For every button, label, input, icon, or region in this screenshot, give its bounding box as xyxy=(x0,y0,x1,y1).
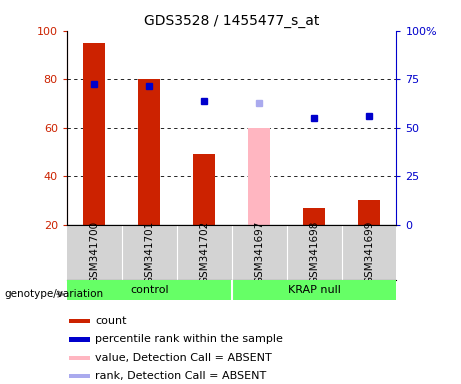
Bar xyxy=(138,79,160,225)
Text: rank, Detection Call = ABSENT: rank, Detection Call = ABSENT xyxy=(95,371,266,381)
Title: GDS3528 / 1455477_s_at: GDS3528 / 1455477_s_at xyxy=(144,14,319,28)
Text: value, Detection Call = ABSENT: value, Detection Call = ABSENT xyxy=(95,353,272,363)
Bar xyxy=(303,208,325,225)
Text: GSM341697: GSM341697 xyxy=(254,221,264,284)
Text: control: control xyxy=(130,285,169,295)
Text: GSM341701: GSM341701 xyxy=(144,221,154,284)
Text: GSM341698: GSM341698 xyxy=(309,221,319,284)
Text: GSM341702: GSM341702 xyxy=(199,221,209,284)
Text: GSM341700: GSM341700 xyxy=(89,221,99,284)
Bar xyxy=(193,154,215,225)
Text: GSM341699: GSM341699 xyxy=(364,221,374,284)
Bar xyxy=(69,337,89,342)
Text: percentile rank within the sample: percentile rank within the sample xyxy=(95,334,283,344)
Bar xyxy=(358,200,380,225)
Text: KRAP null: KRAP null xyxy=(288,285,341,295)
Bar xyxy=(69,374,89,379)
Bar xyxy=(69,356,89,360)
Bar xyxy=(83,43,105,225)
Text: count: count xyxy=(95,316,127,326)
Bar xyxy=(248,128,270,225)
Text: genotype/variation: genotype/variation xyxy=(5,289,104,299)
Bar xyxy=(69,319,89,323)
